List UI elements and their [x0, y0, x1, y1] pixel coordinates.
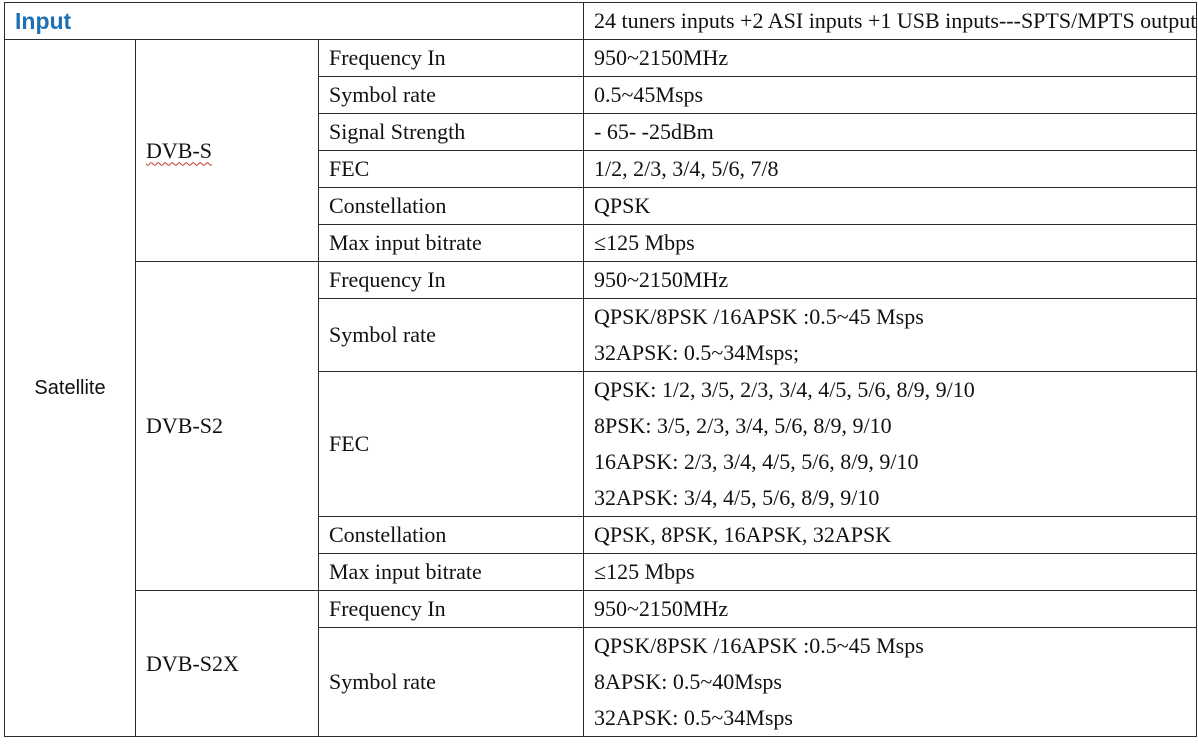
value-line: QPSK: 1/2, 3/5, 2/3, 3/4, 4/5, 5/6, 8/9,… — [594, 377, 975, 402]
dvbs2x-label: DVB-S2X — [135, 590, 319, 737]
value-cell: QPSK: 1/2, 3/5, 2/3, 3/4, 4/5, 5/6, 8/9,… — [583, 371, 1197, 517]
value-line: 8PSK: 3/5, 2/3, 3/4, 5/6, 8/9, 9/10 — [594, 413, 892, 438]
table-row: DVB-S2 Frequency In 950~2150MHz — [5, 261, 1197, 591]
table-row: Max input bitrate ≤125 Mbps — [5, 224, 1197, 262]
satellite-label: Satellite — [4, 39, 136, 737]
table-row: Symbol rate QPSK/8PSK /16APSK :0.5~45 Ms… — [5, 627, 1197, 737]
value-line: 8APSK: 0.5~40Msps — [594, 669, 782, 694]
value-cell: QPSK/8PSK /16APSK :0.5~45 Msps 32APSK: 0… — [583, 298, 1197, 372]
dvbs-name: DVB-S — [146, 137, 213, 163]
spec-table: Input 24 tuners inputs +2 ASI inputs +1 … — [4, 2, 1197, 737]
param-cell: FEC — [318, 371, 584, 517]
param-cell: Max input bitrate — [318, 224, 584, 262]
value-line: QPSK/8PSK /16APSK :0.5~45 Msps — [594, 633, 924, 658]
table-row: FEC QPSK: 1/2, 3/5, 2/3, 3/4, 4/5, 5/6, … — [5, 371, 1197, 517]
table-row: Satellite DVB-S Frequency In 950~2150MHz — [4, 39, 1197, 737]
input-header-value: 24 tuners inputs +2 ASI inputs +1 USB in… — [583, 2, 1197, 40]
header-row: Input 24 tuners inputs +2 ASI inputs +1 … — [4, 2, 1197, 40]
table-row: Constellation QPSK, 8PSK, 16APSK, 32APSK — [5, 516, 1197, 554]
param-cell: Max input bitrate — [318, 553, 584, 591]
table-row: Symbol rate 0.5~45Msps — [5, 76, 1197, 114]
value-cell: QPSK, 8PSK, 16APSK, 32APSK — [583, 516, 1197, 554]
table-row: Symbol rate QPSK/8PSK /16APSK :0.5~45 Ms… — [5, 298, 1197, 372]
param-cell: Constellation — [318, 516, 584, 554]
value-line: 32APSK: 3/4, 4/5, 5/6, 8/9, 9/10 — [594, 485, 880, 510]
dvbs-label: DVB-S — [135, 39, 319, 262]
value-line: 16APSK: 2/3, 3/4, 4/5, 5/6, 8/9, 9/10 — [594, 449, 919, 474]
param-cell: Frequency In — [318, 590, 584, 628]
value-cell: 950~2150MHz — [583, 261, 1197, 299]
value-line: QPSK/8PSK /16APSK :0.5~45 Msps — [594, 304, 924, 329]
value-cell: 1/2, 2/3, 3/4, 5/6, 7/8 — [583, 150, 1197, 188]
param-cell: Symbol rate — [318, 298, 584, 372]
value-cell: 0.5~45Msps — [583, 76, 1197, 114]
table-row: FEC 1/2, 2/3, 3/4, 5/6, 7/8 — [5, 150, 1197, 188]
value-cell: - 65- -25dBm — [583, 113, 1197, 151]
param-cell: Frequency In — [318, 39, 584, 77]
param-cell: Symbol rate — [318, 76, 584, 114]
value-line: 32APSK: 0.5~34Msps — [594, 705, 793, 730]
table-row: DVB-S2X Frequency In 950~2150MHz — [5, 590, 1197, 737]
value-cell: QPSK/8PSK /16APSK :0.5~45 Msps 8APSK: 0.… — [583, 627, 1197, 737]
param-cell: Constellation — [318, 187, 584, 225]
value-line: 32APSK: 0.5~34Msps; — [594, 340, 800, 365]
param-cell: Symbol rate — [318, 627, 584, 737]
dvbs2-label: DVB-S2 — [135, 261, 319, 591]
param-cell: FEC — [318, 150, 584, 188]
param-cell: Signal Strength — [318, 113, 584, 151]
param-cell: Frequency In — [318, 261, 584, 299]
value-cell: 950~2150MHz — [583, 590, 1197, 628]
value-cell: QPSK — [583, 187, 1197, 225]
table-row: Max input bitrate ≤125 Mbps — [5, 553, 1197, 591]
value-cell: ≤125 Mbps — [583, 224, 1197, 262]
input-header-label: Input — [4, 2, 584, 40]
value-cell: 950~2150MHz — [583, 39, 1197, 77]
value-cell: ≤125 Mbps — [583, 553, 1197, 591]
